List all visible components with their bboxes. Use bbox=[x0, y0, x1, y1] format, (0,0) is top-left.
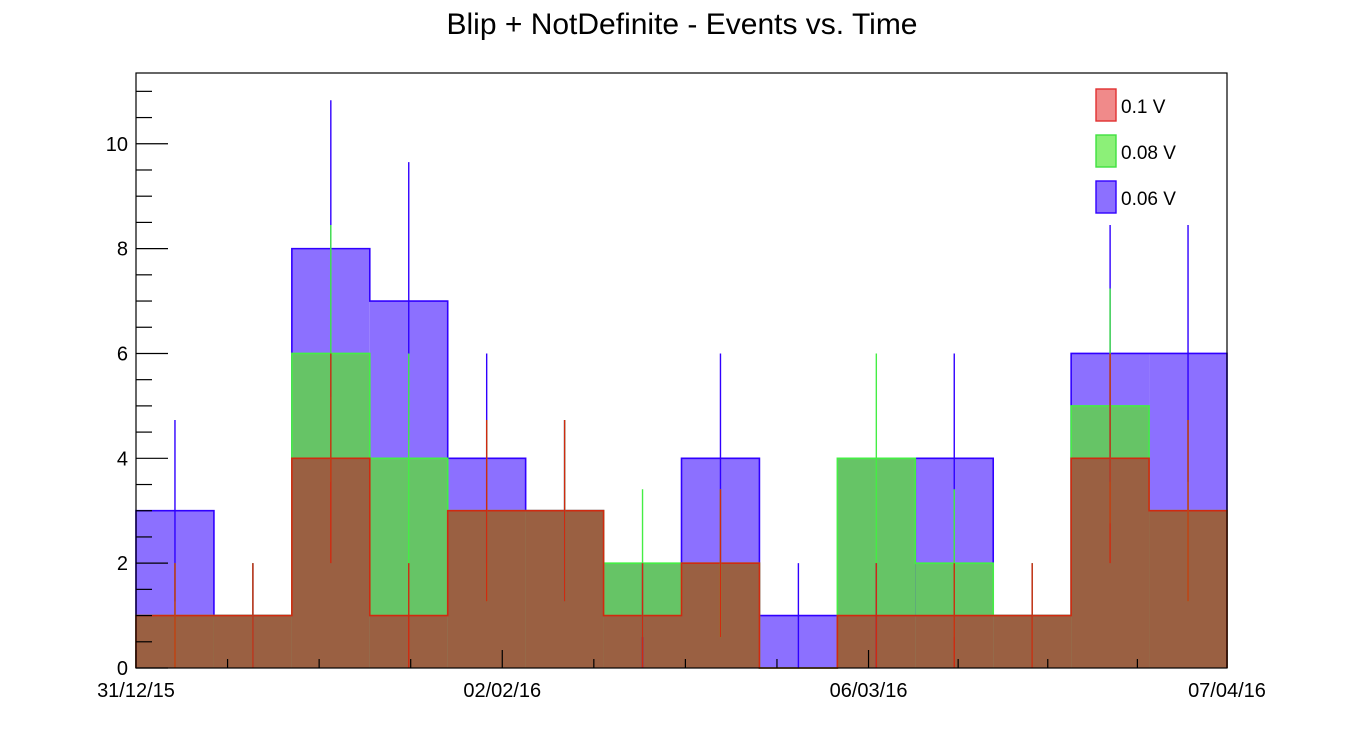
legend-swatch-0 bbox=[1095, 88, 1117, 122]
axes: 0 2 4 6 8 10 31/12/15 02/02/16 06/03/16 07/04/16 bbox=[97, 72, 1266, 702]
chart-title: Blip + NotDefinite - Events vs. Time bbox=[446, 8, 917, 41]
x-tick-label: 31/12/15 bbox=[97, 680, 175, 702]
y-tick-label: 2 bbox=[117, 553, 128, 575]
y-tick-label: 0 bbox=[117, 658, 128, 680]
series-outline-2 bbox=[135, 457, 1228, 669]
legend-swatch-1 bbox=[1095, 134, 1117, 168]
y-tick-label: 4 bbox=[117, 448, 128, 470]
error-bars bbox=[174, 100, 1189, 668]
legend-label-2: 0.06 V bbox=[1121, 189, 1176, 210]
y-tick-label: 10 bbox=[106, 134, 128, 156]
plot-frame bbox=[135, 72, 1228, 669]
x-tick-label: 06/03/16 bbox=[830, 680, 908, 702]
legend-label-0: 0.1 V bbox=[1121, 97, 1166, 118]
histogram-bars bbox=[135, 247, 1228, 669]
x-tick-label: 02/02/16 bbox=[463, 680, 541, 702]
legend-swatch-2 bbox=[1095, 180, 1117, 214]
legend: 0.1 V 0.08 V 0.06 V bbox=[1095, 88, 1176, 214]
x-tick-label: 07/04/16 bbox=[1188, 680, 1266, 702]
y-tick-label: 8 bbox=[117, 239, 128, 261]
legend-label-1: 0.08 V bbox=[1121, 143, 1176, 164]
y-tick-label: 6 bbox=[117, 343, 128, 365]
